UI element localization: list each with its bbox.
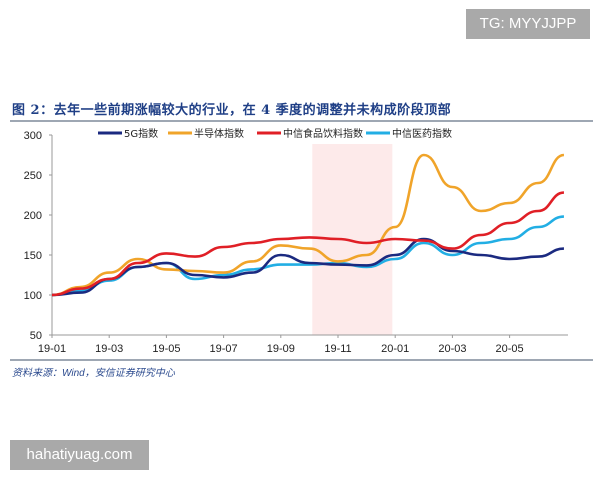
x-tick-label: 19-09 <box>267 343 295 355</box>
x-tick-label: 20-01 <box>381 343 409 355</box>
title-divider <box>10 120 593 122</box>
source-note: 资料来源：Wind，安信证券研究中心 <box>12 368 175 379</box>
watermark-bottom: hahatiyuag.com <box>10 440 149 470</box>
x-tick-label: 20-05 <box>496 343 524 355</box>
source-divider <box>10 359 593 361</box>
figure-title: 图 2：去年一些前期涨幅较大的行业，在 4 季度的调整并未构成阶段顶部 <box>12 103 452 118</box>
x-tick-label: 19-01 <box>38 343 66 355</box>
y-tick-label: 300 <box>24 130 42 142</box>
y-tick-label: 200 <box>24 210 42 222</box>
watermark-top: TG: MYYJJPP <box>466 9 590 39</box>
y-tick-label: 150 <box>24 250 42 262</box>
y-tick-label: 250 <box>24 170 42 182</box>
series-line-1 <box>51 153 565 297</box>
y-tick-label: 50 <box>30 330 42 342</box>
x-tick-label: 19-05 <box>152 343 180 355</box>
legend-label: 半导体指数 <box>194 127 244 140</box>
legend-label: 中信食品饮料指数 <box>283 127 363 140</box>
legend-label: 5G指数 <box>124 127 158 140</box>
legend-label: 中信医药指数 <box>392 127 452 140</box>
x-tick-label: 19-07 <box>210 343 238 355</box>
x-tick-label: 19-11 <box>324 343 351 355</box>
x-tick-label: 20-03 <box>438 343 466 355</box>
x-tick-label: 19-03 <box>95 343 123 355</box>
y-tick-label: 100 <box>24 290 42 302</box>
